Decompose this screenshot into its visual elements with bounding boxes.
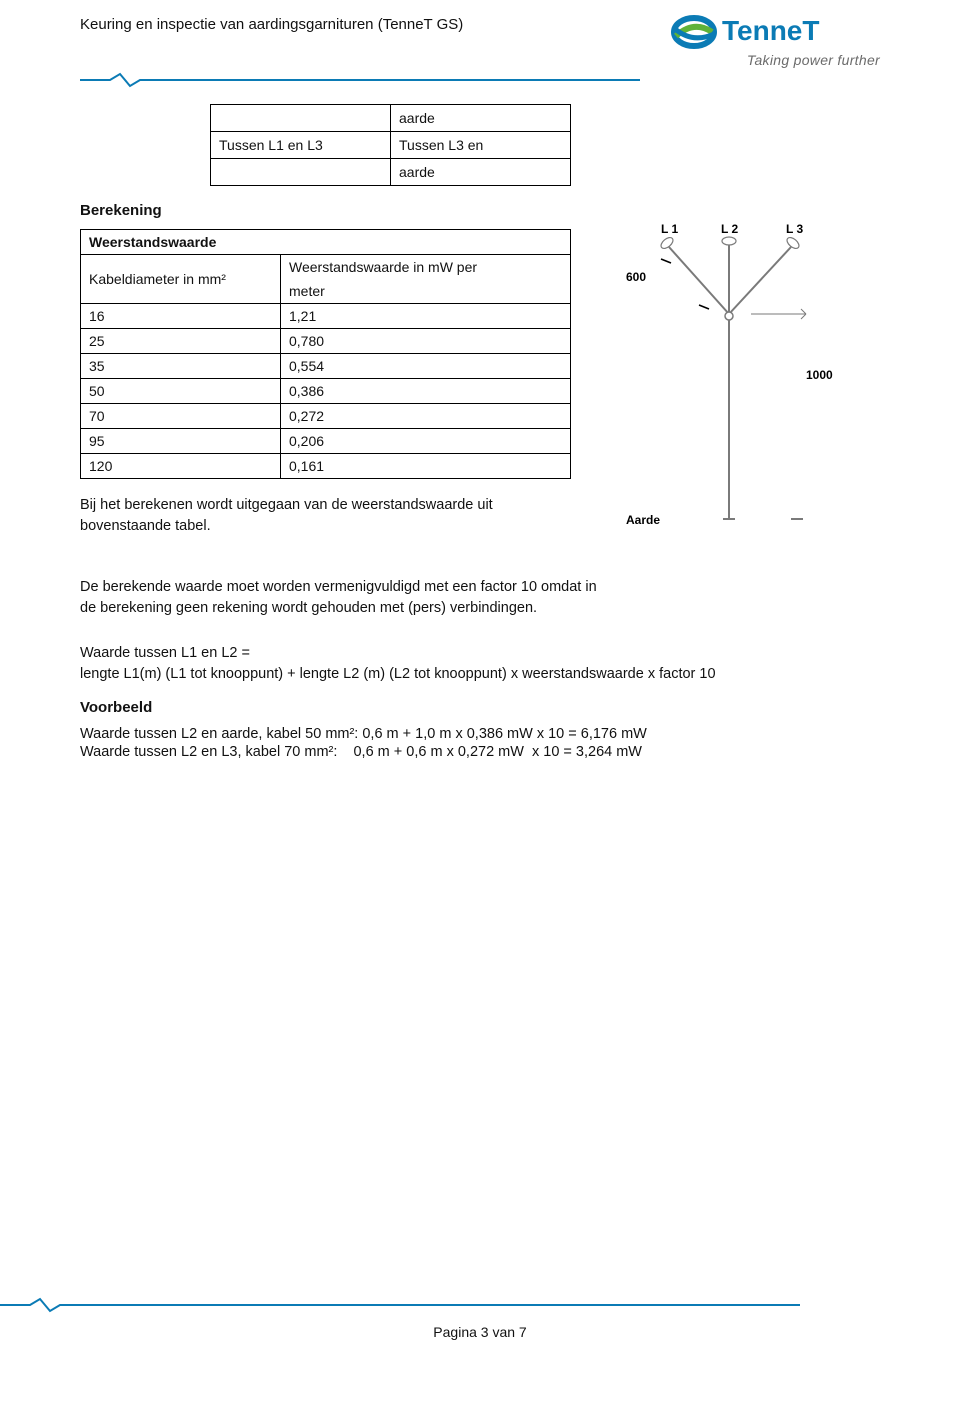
cell: 50 [81,379,281,404]
diagram-label-l3: L 3 [786,222,803,236]
table-row: 500,386 [81,379,571,404]
top-table: aarde Tussen L1 en L3 Tussen L3 en aarde [210,104,571,186]
text: lengte L1(m) (L1 tot knooppunt) + lengte… [80,666,716,682]
page-number: Pagina 3 van 7 [0,1318,960,1350]
col1-header: Kabeldiameter in mm² [81,255,281,304]
heading-voorbeeld: Voorbeeld [80,699,880,716]
cell: 0,780 [281,329,571,354]
heading-berekening: Berekening [80,202,880,219]
diagram-label-1000: 1000 [806,368,833,382]
cell: 25 [81,329,281,354]
example-line: Waarde tussen L2 en aarde, kabel 50 mm²:… [80,726,880,742]
paragraph: Waarde tussen L1 en L2 = lengte L1(m) (L… [80,643,880,685]
table-header: Weerstandswaarde [81,230,571,255]
col2-header-l2: meter [281,279,571,304]
cell: 95 [81,429,281,454]
cell [211,105,391,132]
table-row: 161,21 [81,304,571,329]
logo-svg: TenneT [670,10,880,54]
header-underline [80,72,640,88]
diagram-label-l1: L 1 [661,222,678,236]
cell: 0,554 [281,354,571,379]
logo-tagline: Taking power further [670,52,880,68]
cell: 70 [81,404,281,429]
diagram-label-600: 600 [626,270,646,284]
text: De berekende waarde moet worden vermenig… [80,579,597,595]
resistance-table: Weerstandswaarde Kabeldiameter in mm² We… [80,229,571,479]
cell: 16 [81,304,281,329]
diagram-label-l2: L 2 [721,222,738,236]
cell: 0,206 [281,429,571,454]
example-line: Waarde tussen L2 en L3, kabel 70 mm²: 0,… [80,744,880,760]
table-row: aarde [211,105,571,132]
table-row: Kabeldiameter in mm² Weerstandswaarde in… [81,255,571,280]
text: Waarde tussen L1 en L2 = [80,645,250,661]
table-row: 700,272 [81,404,571,429]
diagram-label-aarde: Aarde [626,513,660,527]
tennet-logo: TenneT Taking power further [670,10,880,68]
cell [211,159,391,186]
col2-header-l1: Weerstandswaarde in mW per [281,255,571,280]
footer-underline [0,1296,800,1314]
logo-text: TenneT [722,15,819,46]
table-row: aarde [211,159,571,186]
document-title: Keuring en inspectie van aardingsgarnitu… [80,16,463,33]
cell: 0,161 [281,454,571,479]
table-row: Weerstandswaarde [81,230,571,255]
cell: aarde [391,159,571,186]
cell: 120 [81,454,281,479]
cell: 0,272 [281,404,571,429]
paragraph: De berekende waarde moet worden vermenig… [80,577,880,619]
text: de berekening geen rekening wordt gehoud… [80,600,537,616]
cell: 35 [81,354,281,379]
table-row: 1200,161 [81,454,571,479]
cell: 1,21 [281,304,571,329]
table-row: 250,780 [81,329,571,354]
cell: 0,386 [281,379,571,404]
paragraph: Bij het berekenen wordt uitgegaan van de… [80,495,571,537]
grounding-diagram: L 1 L 2 L 3 600 [591,219,861,553]
table-row: 950,206 [81,429,571,454]
table-row: Tussen L1 en L3 Tussen L3 en [211,132,571,159]
cell: Tussen L3 en [391,132,571,159]
cell: Tussen L1 en L3 [211,132,391,159]
text: Bij het berekenen wordt uitgegaan van de… [80,497,493,513]
cell: aarde [391,105,571,132]
text: bovenstaande tabel. [80,518,211,534]
table-row: 350,554 [81,354,571,379]
